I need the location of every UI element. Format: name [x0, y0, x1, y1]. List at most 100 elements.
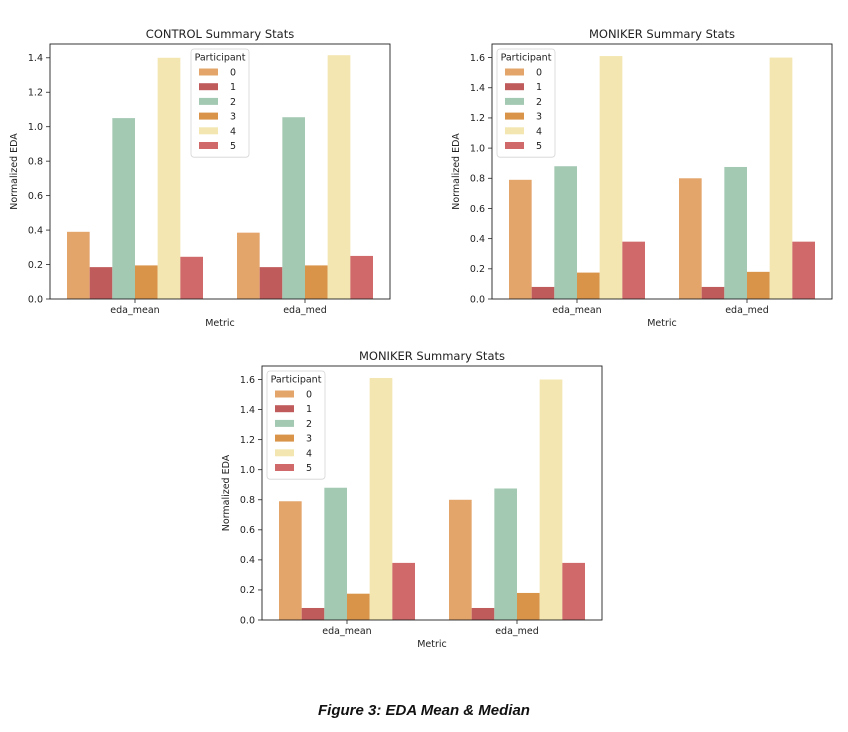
bar: [747, 271, 770, 299]
legend-label: 3: [230, 112, 236, 123]
legend-swatch: [199, 68, 218, 76]
legend-swatch: [275, 419, 294, 427]
legend-swatch: [505, 97, 524, 105]
x-tick-label: eda_mean: [110, 305, 159, 316]
y-tick-label: 0.8: [28, 156, 43, 167]
bar: [112, 118, 135, 300]
figure-caption: Figure 3: EDA Mean & Median: [318, 702, 530, 719]
legend-label: 0: [230, 68, 236, 79]
bar: [449, 499, 472, 620]
bar: [392, 562, 415, 620]
bar: [554, 166, 577, 299]
legend-swatch: [199, 97, 218, 105]
y-tick-label: 0.4: [28, 225, 43, 236]
y-axis-label: Normalized EDA: [9, 133, 20, 210]
legend-swatch: [505, 83, 524, 91]
legend-label: 4: [230, 126, 236, 137]
y-tick-label: 0.0: [470, 294, 485, 305]
legend-swatch: [275, 390, 294, 398]
bar: [347, 593, 370, 620]
bar: [350, 255, 373, 299]
y-tick-label: 1.0: [470, 143, 485, 154]
legend-label: 3: [306, 434, 312, 445]
x-tick-label: eda_med: [283, 305, 327, 316]
y-tick-label: 0.8: [470, 174, 485, 185]
bar: [769, 57, 793, 299]
bar: [577, 272, 600, 299]
legend-label: 1: [306, 404, 312, 415]
y-tick-label: 1.2: [28, 88, 43, 99]
legend-label: 0: [536, 68, 542, 79]
bar: [324, 487, 347, 620]
x-axis-label: Metric: [205, 318, 235, 329]
legend-title: Participant: [195, 53, 246, 64]
y-tick-label: 0.2: [470, 264, 485, 275]
plot-frame: [49, 43, 391, 300]
bar: [517, 592, 540, 620]
y-tick-label: 1.2: [470, 113, 485, 124]
y-tick-label: 0.6: [470, 204, 485, 215]
x-tick-label: eda_mean: [322, 626, 371, 637]
bar: [259, 267, 283, 299]
y-tick-label: 1.2: [240, 435, 255, 446]
x-tick-label: eda_mean: [552, 305, 601, 316]
bar: [67, 231, 90, 299]
legend-swatch: [199, 142, 218, 149]
x-axis-label: Metric: [417, 639, 447, 650]
legend-swatch: [275, 449, 294, 457]
legend-label: 5: [536, 141, 542, 152]
y-axis-label: Normalized EDA: [221, 454, 232, 531]
bar: [282, 117, 305, 299]
y-tick-label: 1.0: [240, 465, 255, 476]
bar: [724, 166, 747, 299]
y-tick-label: 0.0: [28, 294, 43, 305]
bar: [180, 256, 203, 299]
bar: [369, 378, 393, 620]
y-tick-label: 1.6: [470, 53, 485, 64]
legend-swatch: [199, 127, 218, 135]
chart-title: MONIKER Summary Stats: [359, 349, 505, 363]
bar: [135, 265, 158, 299]
bar: [301, 607, 325, 620]
chart-title: CONTROL Summary Stats: [146, 27, 294, 41]
plot-frame: [261, 365, 603, 621]
legend-title: Participant: [271, 375, 322, 386]
legend-swatch: [505, 127, 524, 135]
y-tick-label: 0.2: [28, 260, 43, 271]
legend-label: 4: [536, 126, 542, 137]
bar: [327, 55, 351, 299]
x-axis-label: Metric: [647, 318, 677, 329]
legend-label: 1: [230, 82, 236, 93]
chart-2: MONIKER Summary Stats 0.0 0.2 0.4 0.6 0.8 1.0 1…: [451, 27, 833, 329]
y-tick-label: 1.6: [240, 375, 255, 386]
legend-title: Participant: [501, 53, 552, 64]
legend-label: 5: [230, 141, 236, 152]
y-tick-label: 0.2: [240, 585, 255, 596]
bar: [531, 286, 555, 299]
legend-label: 2: [536, 97, 542, 108]
bar: [539, 379, 563, 620]
bar: [701, 286, 725, 299]
legend-swatch: [275, 464, 294, 471]
bar: [494, 488, 517, 620]
bar: [599, 56, 623, 299]
legend-label: 5: [306, 463, 312, 474]
x-tick-label: eda_med: [495, 626, 539, 637]
legend-label: 4: [306, 448, 312, 459]
legend-swatch: [199, 83, 218, 91]
legend-label: 2: [230, 97, 236, 108]
y-tick-label: 0.0: [240, 615, 255, 626]
bar: [279, 501, 302, 620]
bar: [622, 241, 645, 299]
bar: [89, 267, 113, 299]
bar: [679, 178, 702, 299]
bar: [471, 607, 495, 620]
bar: [305, 265, 328, 299]
chart-title: MONIKER Summary Stats: [589, 27, 735, 41]
bar: [237, 232, 260, 299]
y-tick-label: 0.6: [240, 525, 255, 536]
legend-swatch: [505, 142, 524, 149]
y-tick-label: 0.4: [240, 555, 255, 566]
y-axis-label: Normalized EDA: [451, 133, 462, 210]
chart-1: CONTROL Summary Stats 0.0 0.2 0.4 0.6 0.8 1.0 1…: [9, 27, 391, 329]
